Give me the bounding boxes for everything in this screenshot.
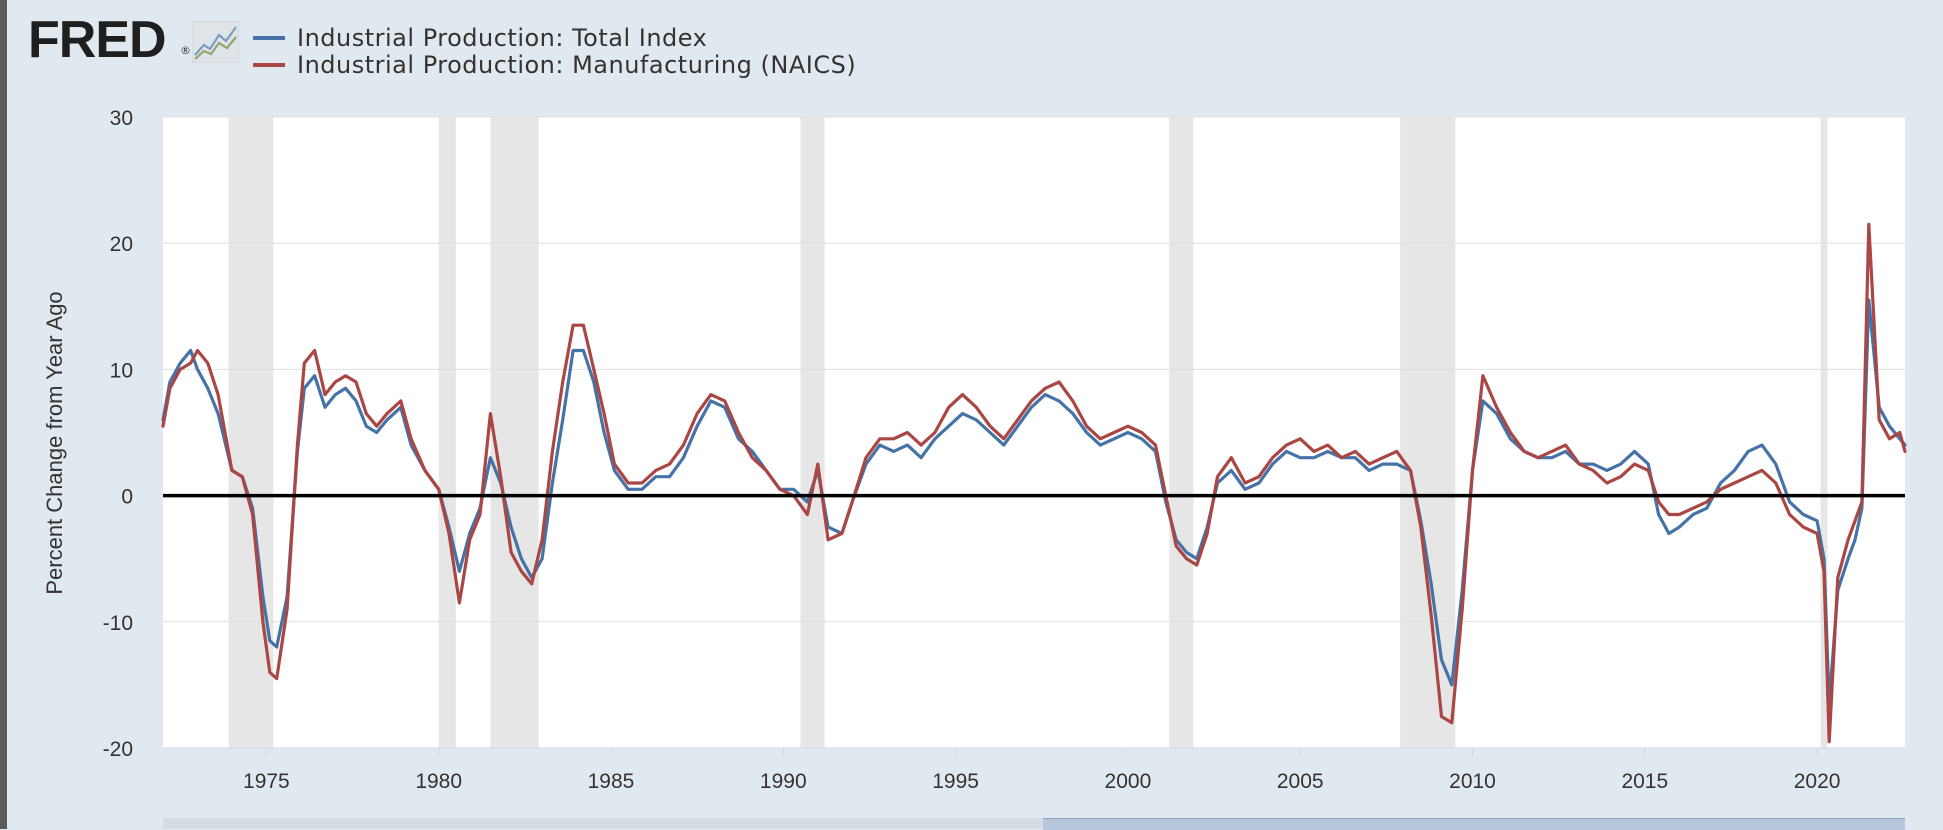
x-tick-label: 2005	[1277, 770, 1324, 793]
legend-swatch-manufacturing	[253, 62, 285, 67]
x-tick-label: 1995	[932, 770, 979, 793]
plot-area	[163, 117, 1905, 748]
chart-legend: Industrial Production: Total Index Indus…	[253, 23, 857, 79]
y-tick-label: 20	[110, 233, 133, 256]
range-navigator[interactable]	[163, 818, 1905, 829]
registered-mark: ®	[180, 44, 191, 57]
x-tick-label: 2010	[1449, 770, 1496, 793]
series-line-total-index[interactable]	[161, 298, 1907, 706]
x-tick-label: 2020	[1794, 770, 1841, 793]
legend-item-total[interactable]: Industrial Production: Total Index	[253, 23, 856, 52]
y-tick-label: -10	[103, 612, 133, 635]
legend-swatch-total	[253, 35, 285, 40]
y-tick-label: 30	[110, 107, 133, 130]
legend-label-total: Industrial Production: Total Index	[297, 23, 708, 52]
x-tick-label: 2015	[1621, 770, 1668, 793]
y-tick-label: -20	[103, 738, 133, 761]
range-navigator-thumb[interactable]	[1043, 818, 1905, 830]
recession-band-2	[490, 117, 539, 748]
y-tick-label: 0	[121, 486, 133, 509]
x-tick-label: 1975	[243, 770, 290, 793]
x-tick-label: 2000	[1105, 770, 1152, 793]
recession-band-5	[1400, 117, 1456, 748]
recession-band-1	[438, 117, 456, 748]
legend-label-manufacturing: Industrial Production: Manufacturing (NA…	[297, 50, 857, 79]
recession-band-3	[800, 117, 825, 748]
line-chart-icon	[192, 21, 239, 63]
recession-band-4	[1169, 117, 1194, 748]
y-axis-label: Percent Change from Year Ago	[42, 291, 67, 594]
recession-band-6	[1820, 117, 1828, 748]
logo-text: FRED	[28, 11, 167, 69]
x-tick-label: 1980	[415, 770, 462, 793]
y-tick-label: 10	[110, 359, 133, 382]
legend-item-manufacturing[interactable]: Industrial Production: Manufacturing (NA…	[253, 50, 857, 79]
series-line-manufacturing[interactable]	[161, 222, 1907, 744]
x-tick-label: 1990	[760, 770, 807, 793]
window-left-border	[0, 0, 7, 829]
x-tick-label: 1985	[588, 770, 635, 793]
